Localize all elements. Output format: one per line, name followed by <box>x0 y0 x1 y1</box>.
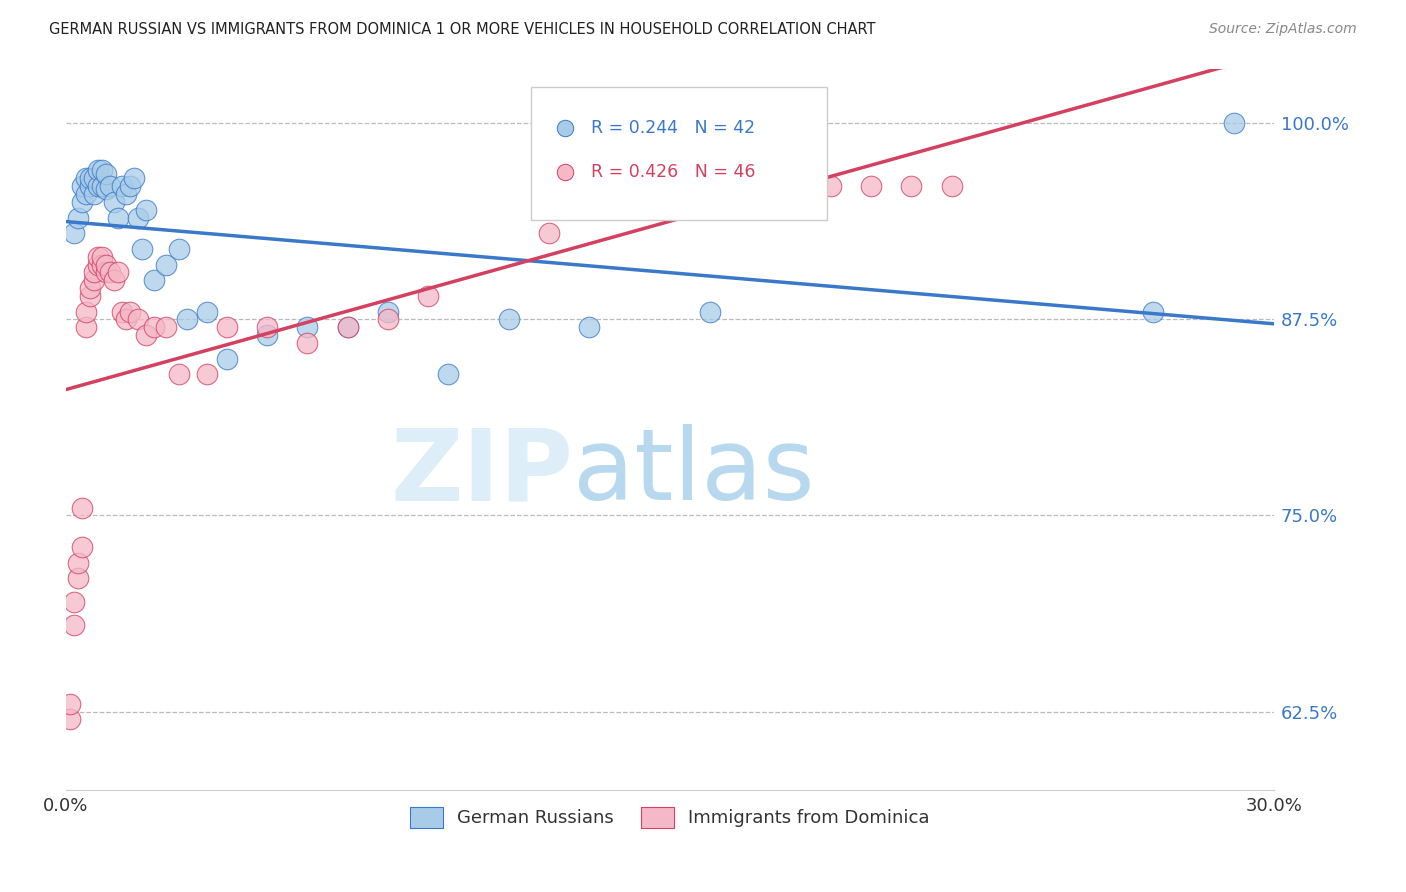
Point <box>87 163 110 178</box>
Point <box>94 265 117 279</box>
Point <box>155 258 177 272</box>
Point <box>91 250 114 264</box>
Point <box>83 171 105 186</box>
Point <box>83 265 105 279</box>
Point <box>94 167 117 181</box>
Point <box>103 273 125 287</box>
Point <box>256 320 278 334</box>
Point <box>98 179 121 194</box>
Point <box>111 304 134 318</box>
Point <box>94 258 117 272</box>
Point <box>94 182 117 196</box>
Point <box>103 194 125 209</box>
Point <box>336 320 359 334</box>
Point <box>256 328 278 343</box>
Point <box>63 595 86 609</box>
Point <box>860 179 883 194</box>
Text: Source: ZipAtlas.com: Source: ZipAtlas.com <box>1209 22 1357 37</box>
Point <box>537 226 560 240</box>
Point <box>377 312 399 326</box>
Point <box>820 179 842 194</box>
Point <box>79 281 101 295</box>
Point <box>91 179 114 194</box>
Point <box>66 571 89 585</box>
Point <box>195 304 218 318</box>
Point <box>699 179 721 194</box>
Point <box>578 320 600 334</box>
Point <box>70 500 93 515</box>
Point <box>619 186 641 201</box>
Point <box>59 712 82 726</box>
Point <box>79 289 101 303</box>
Point <box>107 265 129 279</box>
Point <box>127 312 149 326</box>
Point <box>75 320 97 334</box>
Text: GERMAN RUSSIAN VS IMMIGRANTS FROM DOMINICA 1 OR MORE VEHICLES IN HOUSEHOLD CORRE: GERMAN RUSSIAN VS IMMIGRANTS FROM DOMINI… <box>49 22 876 37</box>
Point <box>79 171 101 186</box>
Point <box>83 273 105 287</box>
Point <box>120 304 142 318</box>
FancyBboxPatch shape <box>531 87 827 220</box>
Point <box>115 312 138 326</box>
Point <box>135 202 157 217</box>
Point <box>195 368 218 382</box>
Point <box>1222 116 1244 130</box>
Point <box>155 320 177 334</box>
Point <box>66 211 89 225</box>
Point <box>498 312 520 326</box>
Point <box>176 312 198 326</box>
Point <box>111 179 134 194</box>
Point <box>297 320 319 334</box>
Point <box>75 304 97 318</box>
Point <box>418 289 440 303</box>
Point <box>297 335 319 350</box>
Point <box>336 320 359 334</box>
Text: atlas: atlas <box>574 424 815 521</box>
Point <box>98 265 121 279</box>
Point <box>779 179 801 194</box>
Point <box>135 328 157 343</box>
Point <box>59 697 82 711</box>
Text: ZIP: ZIP <box>391 424 574 521</box>
Legend: German Russians, Immigrants from Dominica: German Russians, Immigrants from Dominic… <box>404 800 936 835</box>
Point <box>131 242 153 256</box>
Point <box>215 351 238 366</box>
Point <box>87 250 110 264</box>
Point <box>143 320 166 334</box>
Point <box>63 226 86 240</box>
Point <box>107 211 129 225</box>
Point <box>91 163 114 178</box>
Point <box>75 171 97 186</box>
Point <box>70 540 93 554</box>
Point <box>75 186 97 201</box>
Point <box>1142 304 1164 318</box>
Point <box>79 179 101 194</box>
Point <box>167 242 190 256</box>
Point <box>167 368 190 382</box>
Point <box>699 304 721 318</box>
Point <box>900 179 922 194</box>
Text: R = 0.244   N = 42: R = 0.244 N = 42 <box>592 120 755 137</box>
Point <box>70 179 93 194</box>
Point <box>70 194 93 209</box>
Point <box>941 179 963 194</box>
Point <box>377 304 399 318</box>
Text: R = 0.426   N = 46: R = 0.426 N = 46 <box>592 162 756 181</box>
Point <box>215 320 238 334</box>
Point <box>115 186 138 201</box>
Point <box>87 258 110 272</box>
Point <box>122 171 145 186</box>
Point <box>87 179 110 194</box>
Point <box>66 556 89 570</box>
Point <box>120 179 142 194</box>
Point <box>83 186 105 201</box>
Point <box>91 258 114 272</box>
Point <box>127 211 149 225</box>
Point <box>63 618 86 632</box>
Point <box>437 368 460 382</box>
Point <box>143 273 166 287</box>
